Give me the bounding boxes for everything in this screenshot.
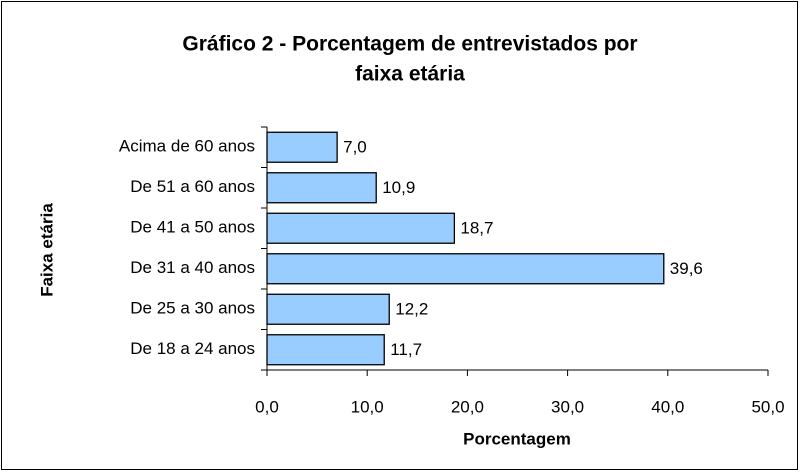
value-label: 11,7 <box>390 340 422 359</box>
value-label: 12,2 <box>395 300 428 319</box>
y-tick-label: De 51 a 60 anos <box>130 177 255 196</box>
x-tick-label: 30,0 <box>551 397 584 416</box>
value-label: 39,6 <box>670 259 703 278</box>
bar <box>266 293 390 325</box>
value-label: 18,7 <box>460 219 493 238</box>
value-label: 7,0 <box>343 138 367 157</box>
bar <box>266 172 377 204</box>
y-tick-label: De 31 a 40 anos <box>130 258 255 277</box>
y-tick-label: De 25 a 30 anos <box>130 299 255 318</box>
x-tick-label: 50,0 <box>751 397 784 416</box>
bar <box>266 212 456 244</box>
x-axis-label: Porcentagem <box>463 429 571 448</box>
chart-title: faixa etária <box>355 63 465 86</box>
bar <box>266 131 338 163</box>
y-tick-label: De 41 a 50 anos <box>130 218 255 237</box>
x-tick-label: 20,0 <box>451 397 484 416</box>
x-tick-label: 10,0 <box>351 397 384 416</box>
x-tick-label: 0,0 <box>255 397 279 416</box>
x-tick-label: 40,0 <box>651 397 684 416</box>
bar <box>266 334 385 366</box>
bar <box>266 253 665 285</box>
chart-title: Gráfico 2 - Porcentagem de entrevistados… <box>182 33 637 56</box>
y-tick-label: De 18 a 24 anos <box>130 339 255 358</box>
y-axis-label: Faixa etária <box>37 203 56 297</box>
value-label: 10,9 <box>382 178 415 197</box>
y-tick-label: Acima de 60 anos <box>119 137 255 156</box>
